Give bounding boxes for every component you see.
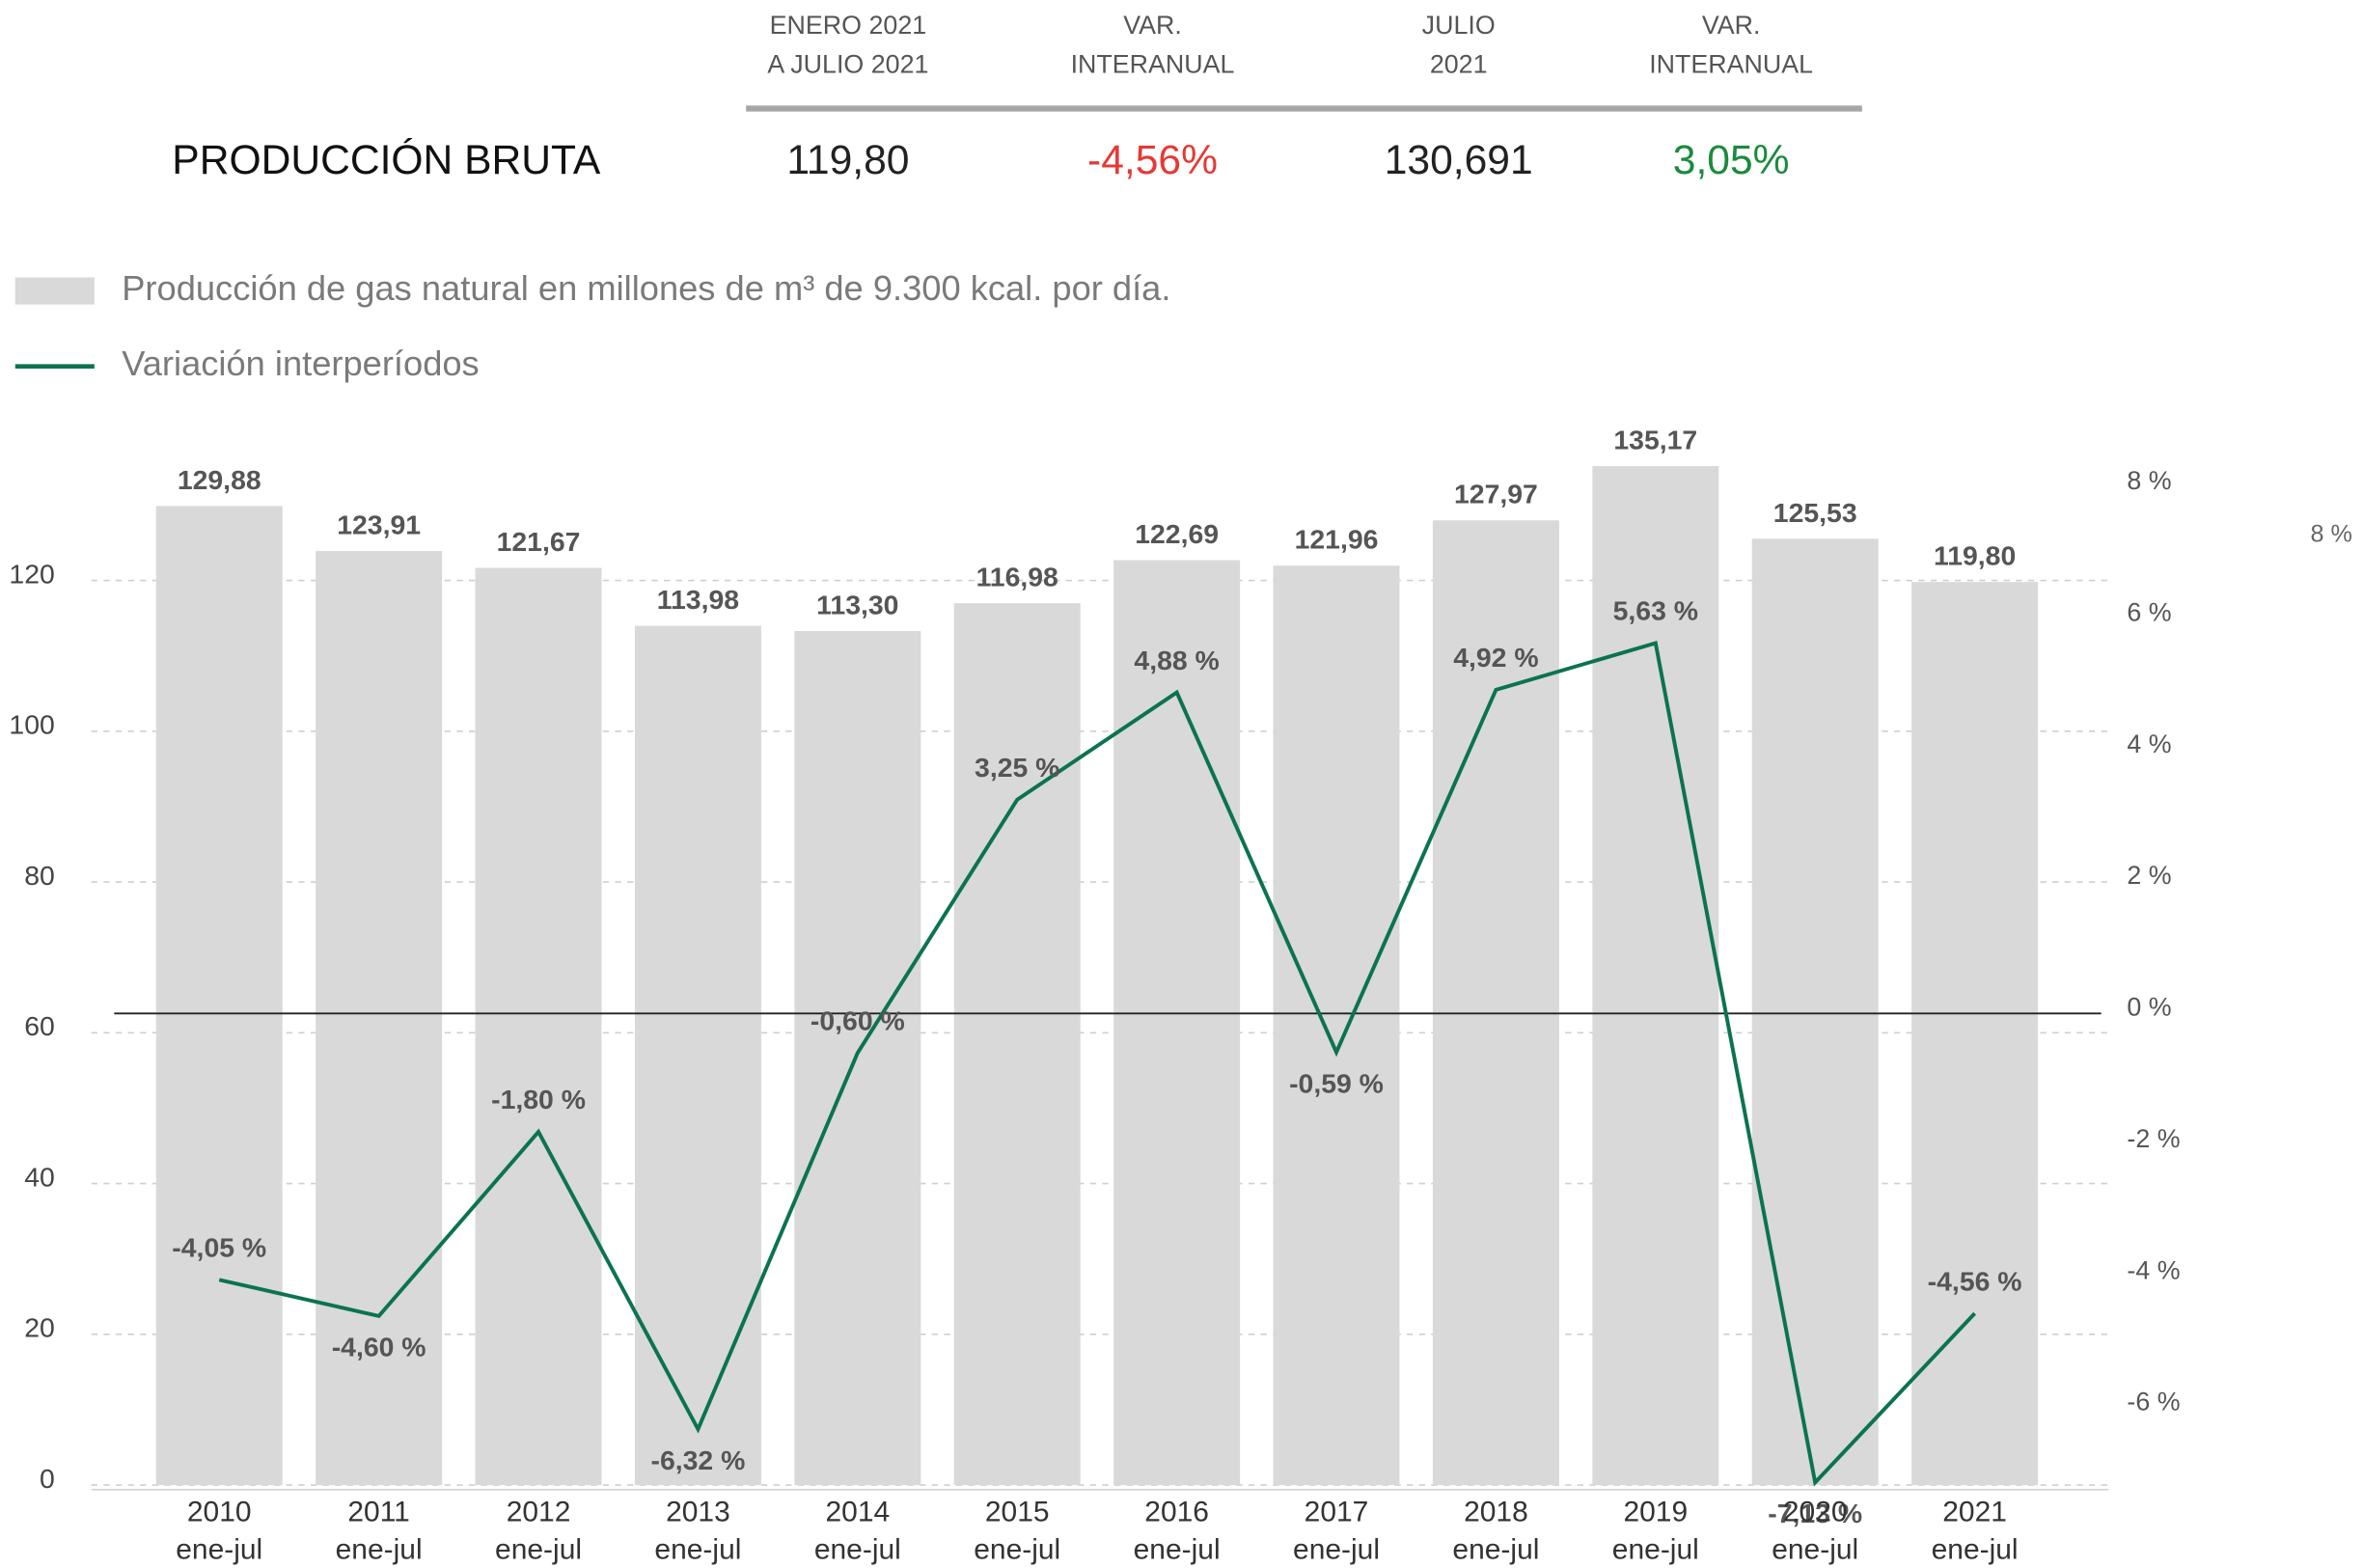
x-tick-sublabel: ene-jul <box>654 1534 741 1566</box>
line-value-label: 3,25 % <box>975 752 1059 783</box>
bar-value-label: 122,69 <box>1135 518 1219 549</box>
bar <box>794 630 921 1486</box>
line-value-label: -4,05 % <box>172 1232 266 1263</box>
bar <box>1751 538 1879 1486</box>
column-header: INTERANUAL <box>1649 50 1813 79</box>
bar <box>1113 560 1241 1486</box>
x-tick-label: 2011 <box>347 1497 409 1528</box>
y-tick-label: 80 <box>24 860 55 891</box>
bar <box>1432 520 1559 1486</box>
y2-tick-label: -2 % <box>2127 1124 2180 1153</box>
bar <box>1592 466 1719 1486</box>
legend-swatch-bar <box>14 277 95 305</box>
x-tick-sublabel: ene-jul <box>1134 1534 1221 1566</box>
line-value-label: -0,59 % <box>1289 1067 1384 1098</box>
row-value: -4,56% <box>1087 137 1218 182</box>
row-label: PRODUCCIÓN BRUTA <box>172 137 601 182</box>
bar <box>1911 582 2039 1486</box>
y2-tick-label: -6 % <box>2127 1388 2180 1417</box>
x-tick-sublabel: ene-jul <box>495 1534 582 1566</box>
x-tick-sublabel: ene-jul <box>1293 1534 1380 1566</box>
bar <box>1273 565 1400 1486</box>
x-tick-label: 2015 <box>985 1497 1050 1528</box>
x-tick-label: 2018 <box>1464 1497 1528 1528</box>
column-header: JULIO <box>1422 11 1496 40</box>
x-tick-label: 2017 <box>1305 1497 1369 1528</box>
bar-value-label: 119,80 <box>1934 540 2016 571</box>
bar-value-label: 129,88 <box>178 464 261 495</box>
x-tick-label: 2016 <box>1144 1497 1209 1528</box>
column-header: 2021 <box>1430 50 1488 79</box>
x-tick-sublabel: ene-jul <box>336 1534 423 1566</box>
x-tick-label: 2013 <box>666 1497 730 1528</box>
y-tick-label: 20 <box>24 1312 55 1343</box>
line-value-label: -7,13 % <box>1768 1498 1862 1528</box>
y2-tick-label: -4 % <box>2127 1255 2180 1284</box>
y2-tick-label: 4 % <box>2127 729 2171 758</box>
bar <box>475 567 602 1486</box>
legend-label: Variación interperíodos <box>122 344 479 383</box>
bar-value-label: 123,91 <box>337 509 421 540</box>
line-value-label: 5,63 % <box>1613 595 1698 626</box>
column-header: ENERO 2021 <box>770 11 926 40</box>
x-tick-sublabel: ene-jul <box>1772 1534 1858 1566</box>
x-tick-label: 2019 <box>1623 1497 1688 1528</box>
bar-value-label: 121,96 <box>1295 524 1379 555</box>
line-value-label: 4,92 % <box>1453 642 1538 673</box>
y2-tick-label: 2 % <box>2127 861 2171 890</box>
column-header: INTERANUAL <box>1071 50 1235 79</box>
bar <box>953 603 1081 1486</box>
row-value: 119,80 <box>786 137 909 182</box>
line <box>218 640 1977 1487</box>
y-tick-label: 120 <box>9 558 54 589</box>
x-tick-sublabel: ene-jul <box>1452 1534 1539 1566</box>
bar-value-label: 113,30 <box>816 589 898 619</box>
x-tick-sublabel: ene-jul <box>176 1534 262 1566</box>
legend-label: Producción de gas natural en millones de… <box>122 268 1170 308</box>
bar-value-label: 135,17 <box>1613 425 1697 455</box>
y-tick-label: 40 <box>24 1161 55 1192</box>
column-header: VAR. <box>1702 11 1761 40</box>
column-header: VAR. <box>1123 11 1182 40</box>
x-tick-sublabel: ene-jul <box>1932 1534 2019 1566</box>
line-value-label: -4,56 % <box>1928 1265 2022 1296</box>
line-value-label: 4,88 % <box>1134 645 1219 675</box>
row-value: 130,691 <box>1385 137 1533 182</box>
bar-value-label: 116,98 <box>976 562 1058 592</box>
x-tick-label: 2010 <box>187 1497 252 1528</box>
x-tick-sublabel: ene-jul <box>974 1534 1060 1566</box>
y2-tick-label: 8 % <box>2127 466 2171 495</box>
bar-value-label: 125,53 <box>1773 497 1857 528</box>
bar-value-label: 113,98 <box>657 584 739 615</box>
x-tick-label: 2014 <box>825 1497 890 1528</box>
y-tick-label: 100 <box>9 709 54 740</box>
line-value-label: -0,60 % <box>811 1004 905 1035</box>
bar-value-label: 127,97 <box>1454 479 1538 509</box>
y2-tick-label: 6 % <box>2127 598 2171 627</box>
bar <box>634 625 761 1486</box>
x-tick-label: 2021 <box>1942 1497 2007 1528</box>
line-value-label: -6,32 % <box>651 1444 746 1475</box>
x-tick-label: 2012 <box>507 1497 571 1528</box>
x-tick-label: 2020 <box>1783 1497 1848 1528</box>
y2-tick-label: 0 % <box>2127 993 2171 1022</box>
line-value-label: -1,80 % <box>491 1084 586 1114</box>
x-tick-sublabel: ene-jul <box>814 1534 901 1566</box>
row-value: 3,05% <box>1673 137 1790 182</box>
bar <box>155 506 283 1486</box>
column-header: A JULIO 2021 <box>767 50 928 79</box>
line-value-label: -4,60 % <box>332 1332 426 1362</box>
x-tick-sublabel: ene-jul <box>1612 1534 1699 1566</box>
annotation: 8 % <box>2310 520 2351 547</box>
y-tick-label: 0 <box>40 1463 55 1494</box>
bar <box>316 551 443 1486</box>
bar-value-label: 121,67 <box>497 526 581 557</box>
y-tick-label: 60 <box>24 1010 55 1041</box>
